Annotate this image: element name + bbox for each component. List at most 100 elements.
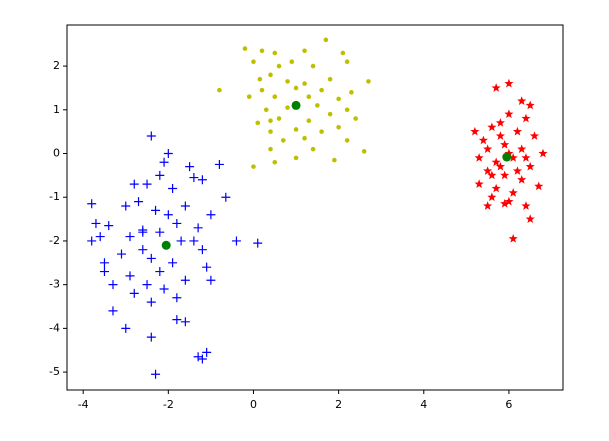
y-tick-label: -2	[49, 234, 60, 247]
plus-point	[159, 284, 169, 294]
dot-point	[327, 111, 333, 117]
dot-point	[310, 63, 316, 69]
plus-point	[172, 218, 182, 228]
star-point	[512, 126, 523, 136]
plus-point	[168, 183, 178, 193]
plus-point	[151, 369, 161, 379]
plus-point	[176, 236, 186, 246]
dot-point	[217, 87, 222, 93]
plus-point	[146, 332, 156, 342]
dot-point	[319, 129, 324, 134]
star-point	[529, 131, 540, 140]
dot-point	[251, 164, 256, 169]
star-point	[474, 179, 484, 188]
plus-point	[214, 159, 224, 169]
plus-point	[163, 210, 173, 220]
star-point	[495, 131, 505, 140]
dot-point	[293, 127, 299, 132]
dot-point	[263, 107, 269, 113]
star-point	[500, 139, 510, 149]
star-point	[512, 166, 523, 175]
star-point	[534, 181, 544, 191]
dot-point	[336, 96, 341, 102]
plus-point	[99, 267, 109, 277]
plus-point	[155, 227, 165, 237]
x-tick-label: 4	[420, 398, 427, 411]
plus-point	[146, 297, 156, 307]
plus-point	[159, 157, 169, 167]
plus-point	[155, 170, 165, 180]
star-point	[470, 126, 480, 136]
y-tick-label: 1	[53, 103, 60, 116]
plus-point	[146, 253, 156, 263]
plus-point	[231, 236, 241, 246]
plus-point	[121, 323, 131, 333]
dot-point	[315, 103, 320, 108]
plus-point	[185, 162, 195, 172]
star-point	[508, 233, 518, 243]
dot-point	[344, 107, 350, 113]
plus-point	[125, 232, 135, 242]
x-tick-label: 6	[505, 398, 512, 411]
center-point	[291, 100, 301, 110]
y-tick-label: 0	[53, 147, 60, 160]
x-tick-label: -4	[78, 398, 89, 411]
star-point	[495, 161, 505, 171]
dot-point	[336, 124, 341, 130]
dot-point	[257, 76, 263, 82]
plus-point	[163, 149, 173, 159]
plus-point	[116, 249, 126, 259]
x-tick-label: 2	[335, 398, 342, 411]
dot-point	[361, 149, 367, 154]
plus-point	[108, 306, 118, 316]
plus-point	[155, 267, 165, 277]
plus-point	[172, 293, 182, 303]
star-point	[517, 144, 527, 154]
plus-point	[253, 238, 263, 248]
dot-point	[344, 138, 350, 143]
dot-point	[276, 63, 282, 69]
plus-point	[180, 201, 190, 211]
dot-point	[327, 76, 333, 82]
plus-point	[189, 236, 199, 246]
star-point	[508, 153, 518, 162]
plus-point	[202, 262, 212, 272]
dot-point	[353, 116, 358, 121]
dot-point	[293, 85, 299, 91]
star-point	[517, 174, 527, 184]
star-point	[525, 100, 535, 110]
dot-point	[293, 155, 299, 161]
dot-point	[246, 94, 252, 99]
dot-point	[272, 94, 278, 99]
star-point	[487, 192, 497, 202]
dot-point	[285, 79, 290, 84]
plus-point	[129, 179, 139, 189]
dot-point	[302, 48, 307, 54]
dot-point	[276, 116, 282, 121]
plus-point	[134, 197, 144, 207]
plus-point	[193, 352, 203, 362]
x-tick-label: -2	[163, 398, 174, 411]
star-point	[500, 198, 510, 208]
star-point	[538, 148, 548, 158]
star-point	[525, 161, 535, 171]
star-point	[504, 196, 514, 206]
plus-point	[99, 258, 109, 268]
star-point	[483, 201, 493, 210]
plus-point	[95, 232, 105, 242]
x-tick-label: 0	[250, 398, 257, 411]
dot-point	[366, 79, 371, 84]
plus-point	[121, 201, 131, 211]
plus-point	[104, 221, 114, 231]
center-point	[502, 152, 512, 162]
plus-point	[193, 223, 203, 233]
star-point	[478, 135, 488, 145]
star-point	[483, 144, 493, 154]
plus-point	[87, 236, 97, 246]
dot-point	[302, 81, 307, 86]
y-tick-label: -1	[49, 190, 60, 203]
dot-point	[259, 48, 265, 54]
star-point	[491, 183, 501, 193]
